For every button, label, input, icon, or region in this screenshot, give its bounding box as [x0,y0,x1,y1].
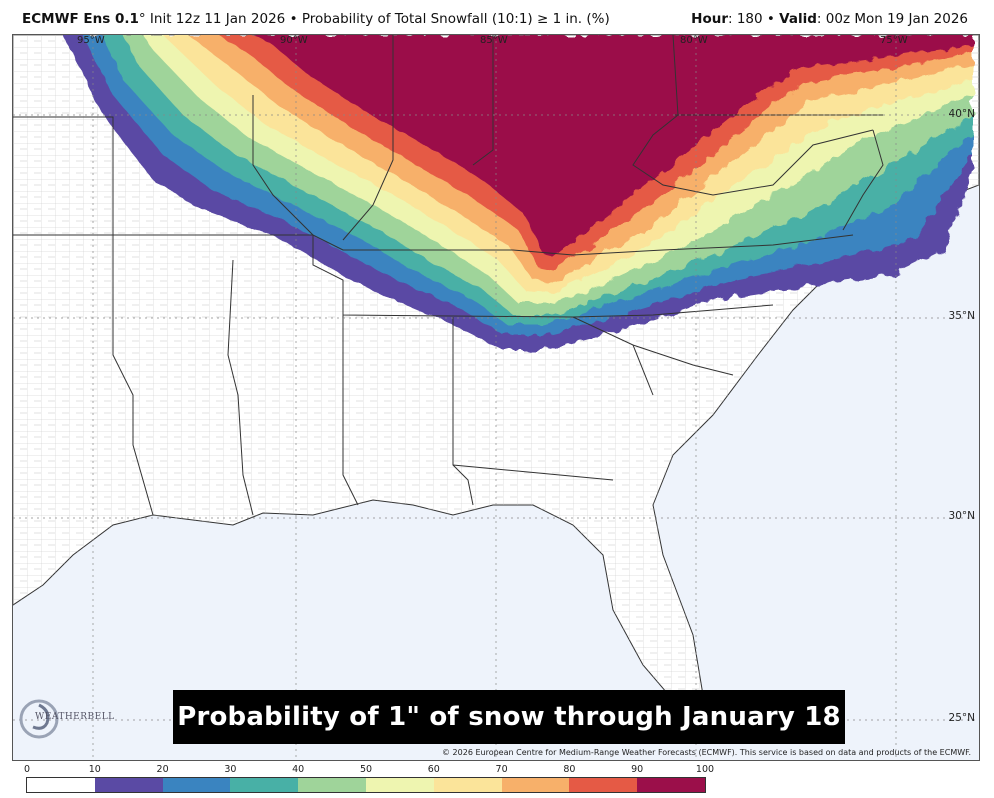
bullet-separator: • [289,11,298,27]
colorbar-tick-70: 70 [495,764,508,775]
valid-value: : 00z Mon 19 Jan 2026 [816,11,968,27]
colorbar-segment-1 [94,778,163,792]
model-name: ECMWF Ens 0.1 [22,11,139,27]
colorbar-segment-7 [501,778,570,792]
swirl-icon [19,699,59,739]
snow-probability-map [13,35,979,760]
colorbar-segment-0 [27,778,95,792]
colorbar-segment-8 [569,778,638,792]
state-borders [13,35,884,516]
map-panel: 40°N 35°N 30°N 25°N 95°W 90°W 85°W 80°W … [12,34,980,761]
colorbar-segment-6 [433,778,502,792]
hour-value: : 180 [728,11,763,27]
colorbar-tick-80: 80 [563,764,576,775]
lat-label-30: 30°N [948,510,975,522]
colorbar-segment-9 [637,778,705,792]
colorbar-tick-50: 50 [359,764,373,775]
colorbar-segment-4 [298,778,366,792]
lon-label-80: 80°W [680,35,708,46]
lon-label-85: 85°W [480,35,508,46]
colorbar-segment-5 [365,778,434,792]
caption-banner: Probability of 1" of snow through Januar… [173,690,845,744]
colorbar-segment-3 [230,778,299,792]
colorbar-tick-100: 100 [695,764,715,775]
header-valid: Hour: 180 • Valid: 00z Mon 19 Jan 2026 [691,11,968,27]
colorbar-tick-40: 40 [292,764,305,775]
bullet-separator-2: • [766,11,775,27]
colorbar-segment-2 [162,778,231,792]
colorbar-tick-0: 0 [23,764,31,775]
degree-symbol: ° [138,11,146,27]
header-title: ECMWF Ens 0.1° Init 12z 11 Jan 2026 • Pr… [22,11,610,27]
colorbar-tick-60: 60 [427,764,440,775]
product-name: Probability of Total Snowfall (10:1) ≥ 1… [301,11,610,27]
valid-label: Valid [779,11,817,27]
band-90-100 [253,35,973,257]
lat-label-40: 40°N [948,108,975,120]
lon-label-90: 90°W [280,35,308,46]
colorbar-tick-30: 30 [224,764,237,775]
lat-label-35: 35°N [948,310,975,322]
init-time: Init 12z 11 Jan 2026 [149,11,286,27]
hour-label: Hour [691,11,728,27]
header: ECMWF Ens 0.1° Init 12z 11 Jan 2026 • Pr… [0,0,994,34]
logo-text: WEATHERBELL [35,712,115,722]
weatherbell-logo: WEATHERBELL [17,697,117,741]
probability-bands [63,35,973,350]
lon-label-75: 75°W [880,35,908,46]
colorbar-tick-90: 90 [631,764,644,775]
copyright-text: © 2026 European Centre for Medium-Range … [442,748,971,757]
lon-label-95: 95°W [77,35,105,46]
colorbar-tick-10: 10 [88,764,101,775]
colorbar-tick-20: 20 [156,764,169,775]
colorbar [26,777,706,793]
lat-label-25: 25°N [948,712,975,724]
